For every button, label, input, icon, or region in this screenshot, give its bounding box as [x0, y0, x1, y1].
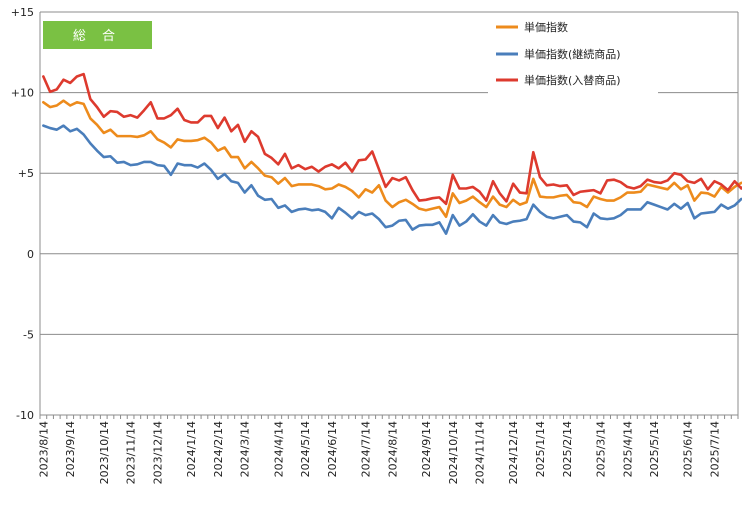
x-tick-label: 2025/7/14 — [709, 421, 722, 477]
x-tick-label: 2025/1/14 — [534, 421, 547, 477]
y-tick-label: +10 — [11, 87, 34, 100]
y-tick-label: -5 — [23, 328, 34, 341]
x-tick-label: 2023/12/14 — [151, 421, 164, 484]
x-tick-label: 2025/4/14 — [621, 421, 634, 477]
legend-label: 単価指数 — [524, 20, 568, 34]
badge: 総 合 — [43, 21, 152, 49]
series-lines — [42, 72, 742, 235]
x-tick-label: 2024/12/14 — [507, 421, 520, 484]
x-tick-label: 2024/5/14 — [299, 421, 312, 477]
x-tick-label: 2025/5/14 — [648, 421, 661, 477]
y-tick-label: 0 — [27, 248, 34, 261]
series-line — [42, 72, 742, 206]
x-tick-label: 2024/6/14 — [326, 421, 339, 477]
x-tick-label: 2024/4/14 — [272, 421, 285, 477]
badge-label: 総 合 — [73, 29, 121, 44]
y-tick-label: -10 — [16, 409, 34, 422]
y-tick-label: +5 — [18, 167, 34, 180]
x-tick-label: 2025/2/14 — [561, 421, 574, 477]
badge-background — [43, 21, 152, 49]
x-tick-label: 2024/11/14 — [474, 421, 487, 484]
y-axis-tick-labels: +15 +10 +5 0 -5 -10 — [11, 6, 34, 422]
x-tick-label: 2024/1/14 — [185, 421, 198, 477]
x-tick-label: 2024/9/14 — [420, 421, 433, 477]
x-tick-label: 2024/10/14 — [447, 421, 460, 484]
x-axis-ticks — [39, 415, 739, 419]
x-tick-label: 2024/2/14 — [212, 421, 225, 477]
x-tick-label: 2024/8/14 — [386, 421, 399, 477]
x-tick-label: 2025/6/14 — [682, 421, 695, 477]
y-tick-label: +15 — [11, 6, 34, 19]
x-tick-label: 2023/8/14 — [37, 421, 50, 477]
legend-label: 単価指数(入替商品) — [524, 73, 621, 87]
x-tick-label: 2023/11/14 — [125, 421, 138, 484]
x-tick-label: 2024/7/14 — [360, 421, 373, 477]
x-tick-label: 2025/3/14 — [594, 421, 607, 477]
x-tick-label: 2023/9/14 — [64, 421, 77, 477]
series-line — [42, 124, 742, 235]
x-axis-tick-labels: 2023/8/14 2023/9/14 2023/10/14 2023/11/14 20… — [37, 421, 721, 484]
series-line — [42, 99, 742, 219]
legend-label: 単価指数(継続商品) — [524, 47, 621, 61]
x-tick-label: 2024/3/14 — [239, 421, 252, 477]
x-tick-label: 2023/10/14 — [98, 421, 111, 484]
